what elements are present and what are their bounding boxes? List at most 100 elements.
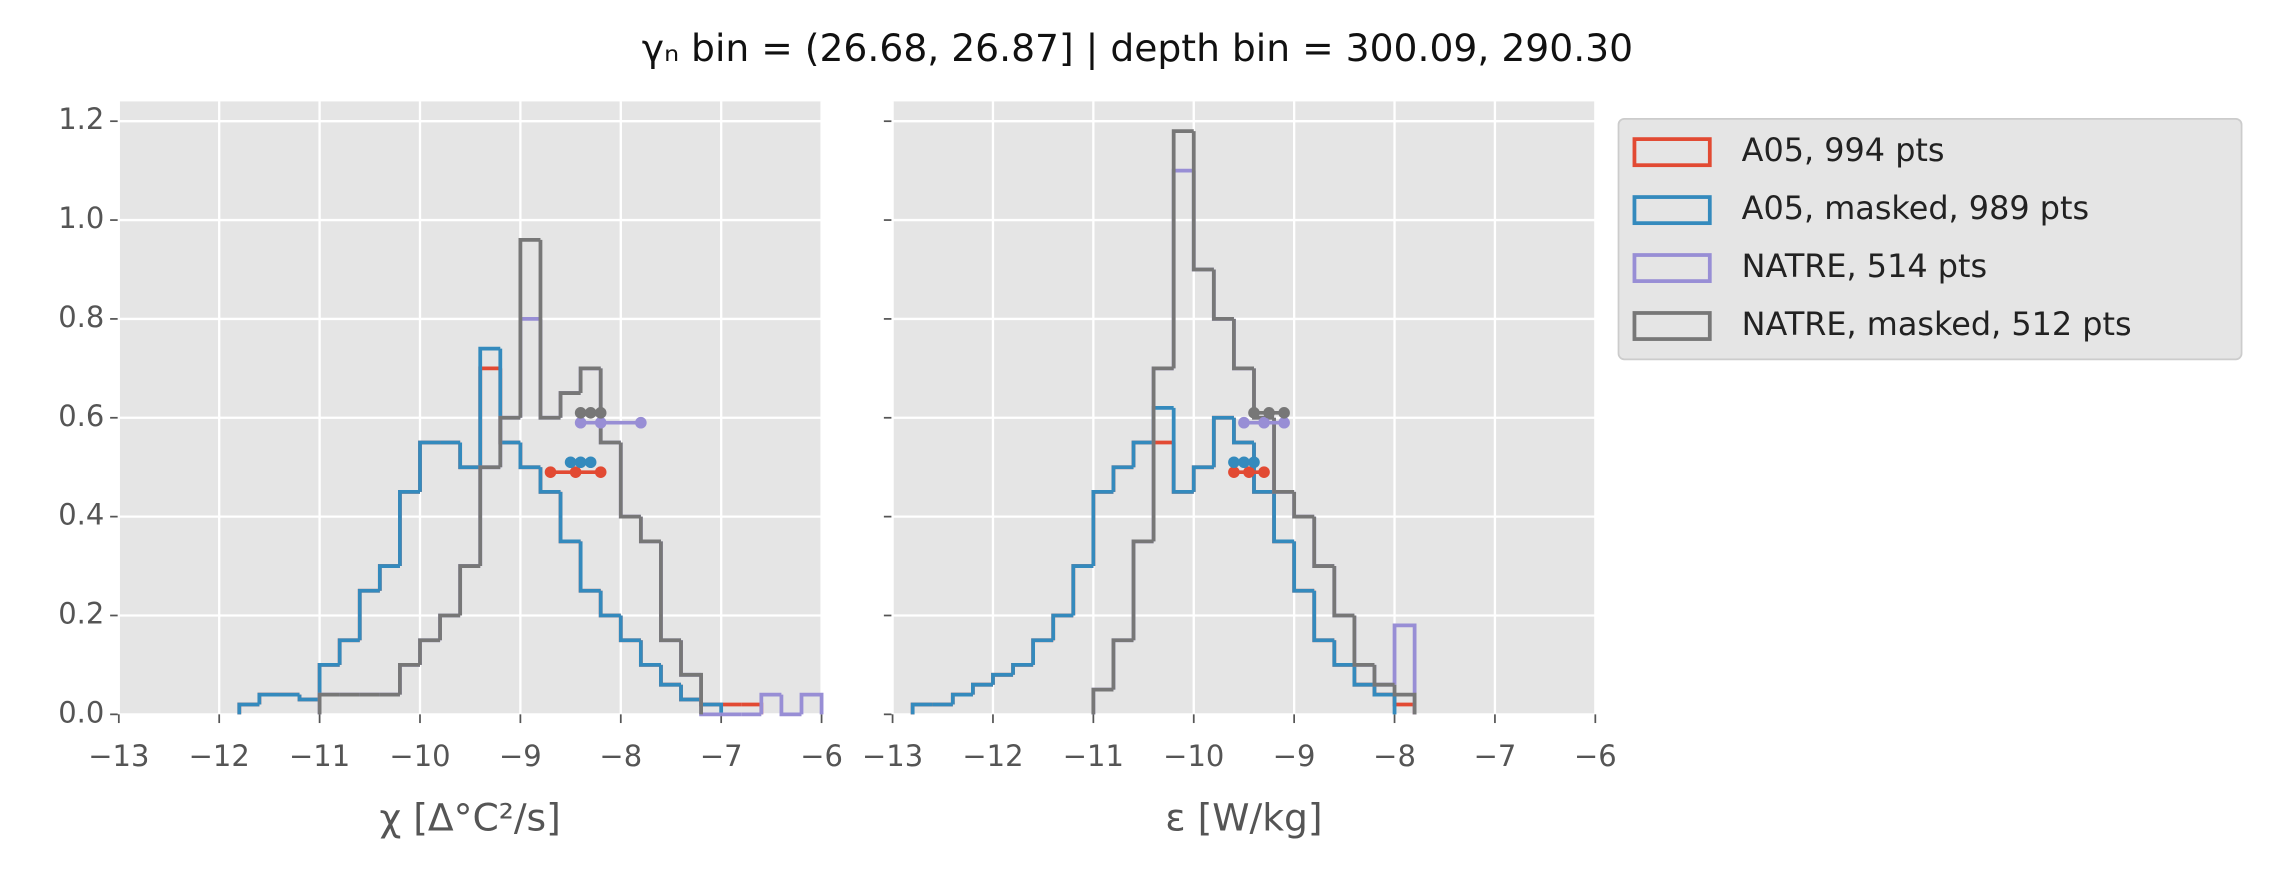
x-tick-label: −7: [1474, 739, 1517, 773]
x-tick-label: −8: [1373, 739, 1416, 773]
legend-swatch: [1632, 253, 1712, 283]
y-tick-label: 0.0: [58, 695, 104, 729]
histogram-step: [558, 391, 581, 418]
histogram-step: [518, 237, 541, 418]
histogram-step: [377, 564, 400, 591]
x-tick-label: −7: [700, 739, 743, 773]
histogram-step: [679, 684, 702, 702]
histogram-step: [799, 692, 824, 715]
histogram-step: [1111, 638, 1134, 690]
legend-label: A05, masked, 989 pts: [1742, 189, 2089, 227]
histogram-step: [1232, 318, 1254, 371]
marker-point: [1228, 456, 1240, 469]
x-tick-label: −12: [189, 739, 250, 773]
histogram-step: [1211, 269, 1234, 321]
marker-point: [1258, 416, 1270, 429]
histogram-step: [1312, 590, 1335, 643]
marker-point: [1263, 407, 1275, 419]
marker-point: [1248, 456, 1260, 469]
histogram-step: [1191, 465, 1214, 492]
y-tick-label: 0.6: [58, 399, 104, 433]
marker-point: [574, 416, 587, 429]
histogram-step: [950, 692, 973, 705]
histogram-step: [418, 440, 441, 492]
marker-point: [635, 416, 647, 429]
histogram-step: [1011, 663, 1034, 675]
legend-label: A05, 994 pts: [1742, 131, 1945, 169]
legend-swatch: [1632, 137, 1712, 168]
histogram-step: [237, 702, 260, 715]
histogram-step: [438, 613, 461, 641]
histogram-step: [357, 588, 380, 641]
histogram-step: [759, 692, 782, 715]
histogram-step: [1392, 684, 1417, 715]
marker-point: [564, 456, 577, 469]
marker-point: [1278, 416, 1290, 429]
marker-point: [544, 466, 557, 478]
x-tick-label: −6: [1574, 739, 1617, 773]
histogram-step: [538, 467, 561, 494]
histogram-step: [618, 442, 641, 519]
histogram-step: [1131, 440, 1154, 468]
histogram-step: [1211, 415, 1234, 468]
histogram-step: [638, 640, 661, 667]
histogram-step: [558, 491, 581, 544]
x-tick-label: −6: [800, 739, 843, 773]
histogram-step: [1292, 541, 1315, 593]
marker-point: [584, 456, 597, 469]
x-axis-label: ε [W/kg]: [1165, 796, 1322, 840]
histogram-step: [418, 638, 441, 665]
histogram-step: [1131, 539, 1154, 641]
marker-point: [1243, 466, 1255, 478]
marker-point: [1238, 416, 1250, 429]
histogram-step: [478, 465, 501, 567]
histogram-step: [971, 682, 993, 695]
x-tick-label: −10: [1163, 739, 1224, 773]
histogram-step: [1272, 491, 1295, 544]
histogram-step: [1312, 516, 1335, 568]
histogram-step: [1232, 417, 1254, 445]
histogram-step: [398, 490, 420, 567]
legend-swatch: [1632, 311, 1712, 341]
y-tick-label: 0.4: [58, 498, 104, 532]
histogram-step: [1151, 366, 1174, 542]
y-tick-label: 1.2: [58, 102, 104, 136]
chart-title: γₙ bin = (26.68, 26.87] | depth bin = 30…: [642, 26, 1633, 71]
marker-point: [594, 416, 607, 429]
histogram-step: [337, 638, 360, 665]
marker-point: [1248, 407, 1260, 419]
histogram-step: [1051, 613, 1074, 641]
histogram-step: [910, 702, 933, 715]
marker-point: [594, 407, 607, 419]
histogram-step: [478, 346, 501, 468]
histogram-step: [598, 368, 621, 445]
histogram-step: [991, 672, 1014, 685]
x-axis-label: χ [Δ°C²/s]: [379, 796, 560, 840]
histogram-step: [297, 694, 320, 702]
y-tick-label: 1.0: [58, 201, 104, 235]
histogram-step: [1352, 664, 1375, 687]
x-tick-label: −9: [1273, 739, 1316, 773]
x-tick-label: −11: [1063, 739, 1124, 773]
histogram-step: [1171, 129, 1194, 369]
histogram-step: [578, 541, 601, 593]
plot-area: [892, 101, 1596, 715]
histogram-step: [578, 366, 601, 394]
histogram-step: [1091, 687, 1114, 715]
y-tick-label: 0.2: [58, 596, 104, 630]
legend-box: [1617, 117, 2243, 361]
marker-point: [574, 456, 587, 469]
histogram-step: [458, 564, 481, 616]
legend-swatch: [1632, 195, 1712, 226]
histogram-step: [679, 640, 703, 715]
histogram-step: [1372, 684, 1397, 715]
histogram-step: [1091, 490, 1114, 567]
histogram-step: [1392, 623, 1417, 715]
histogram-step: [638, 516, 661, 544]
histogram-step: [398, 663, 420, 695]
histogram-step: [598, 590, 621, 618]
histogram-step: [1272, 417, 1295, 494]
histogram-step: [1071, 564, 1094, 616]
x-tick-label: −13: [88, 739, 149, 773]
